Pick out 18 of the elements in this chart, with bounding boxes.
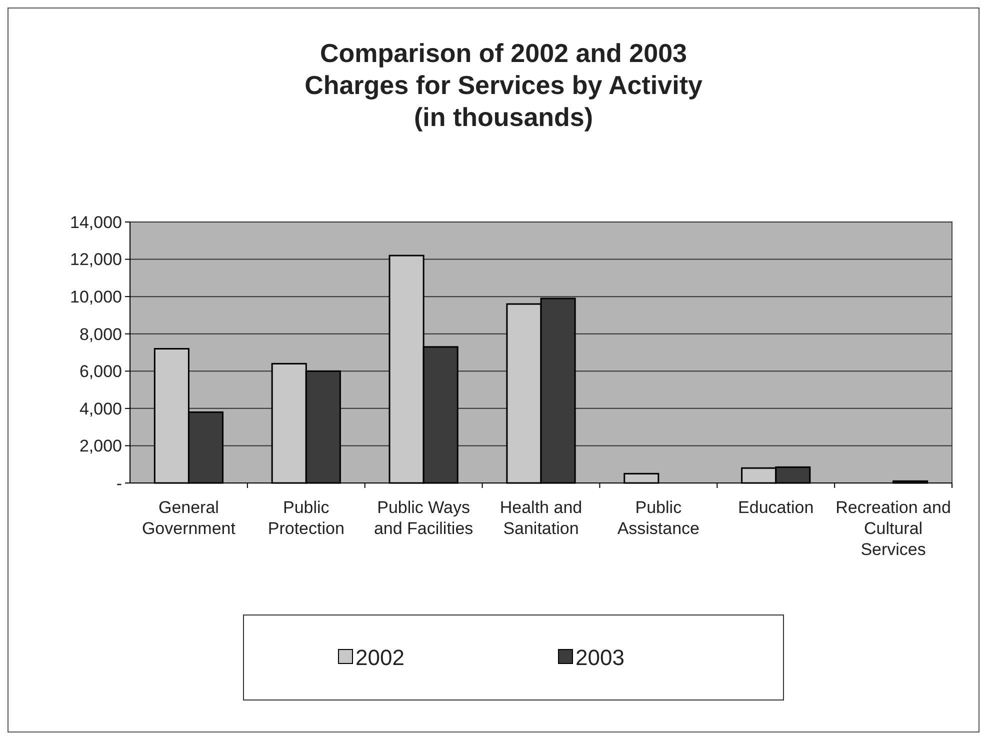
x-tick-label: Recreation and Cultural Services (836, 498, 951, 559)
y-tick-label: 2,000 (79, 436, 122, 456)
y-tick-label: 8,000 (79, 324, 122, 344)
chart-title: Comparison of 2002 and 2003 Charges for Services by Activity (in thousands) (304, 38, 703, 132)
y-tick-label: - (116, 474, 122, 493)
y-tick-label: 4,000 (79, 399, 122, 418)
x-tick-label: Education (738, 498, 814, 517)
x-tick-label: General Government (142, 498, 236, 538)
x-tick-label: Public Protection (268, 498, 344, 538)
y-tick-label: 6,000 (79, 362, 122, 382)
legend-label: 2002 (356, 645, 404, 670)
x-tick-label: Public Assistance (617, 498, 700, 538)
y-tick-label: 12,000 (70, 250, 122, 270)
legend-label: 2003 (576, 645, 624, 670)
y-tick-label: 10,000 (70, 288, 122, 307)
x-tick-label: Health and Sanitation (500, 498, 582, 538)
y-tick-label: 14,000 (70, 212, 122, 232)
x-tick-label: Public Ways and Facilities (374, 498, 474, 538)
